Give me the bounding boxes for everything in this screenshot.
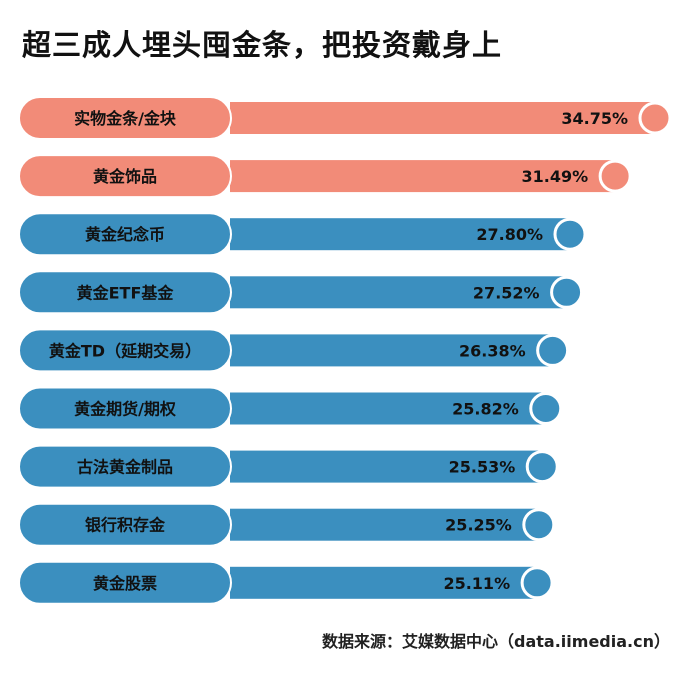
category-label: 黄金饰品 [93,167,157,186]
bar [230,334,553,367]
category-label: 实物金条/金块 [74,109,177,128]
bar [230,508,539,541]
value-label: 25.82% [452,400,519,419]
category-pill [18,560,232,605]
bar-group: 黄金饰品 31.49% [18,154,632,199]
value-label: 25.53% [449,458,516,477]
bar-end-circle [529,392,563,425]
bar-group: 黄金期货/期权 25.82% [18,386,563,431]
bar [230,392,546,425]
bar [230,160,616,193]
category-label: 黄金TD（延期交易） [49,341,201,360]
bar [230,276,567,309]
bar [230,450,543,483]
bar-group: 黄金ETF基金 27.52% [18,270,584,315]
category-label: 黄金ETF基金 [77,283,175,302]
category-pill [18,270,232,315]
bar [230,102,655,134]
bar-group: 黄金TD（延期交易） 26.38% [18,328,570,373]
category-pill [18,154,232,199]
bar-end-circle [638,101,672,135]
bar-end-circle [550,275,584,309]
category-label: 银行积存金 [85,516,166,535]
value-label: 25.11% [443,574,510,593]
bar-end-circle [520,566,554,600]
bar-end-circle [536,333,570,367]
bar-group: 黄金股票 25.11% [18,560,554,605]
chart-title: 超三成人埋头囤金条，把投资戴身上 [22,28,503,62]
category-label: 古法黄金制品 [77,458,173,477]
bar [230,218,570,251]
bar-group: 银行积存金 25.25% [18,502,556,547]
bar-end-circle [525,450,559,484]
bar-end-circle [598,159,632,193]
value-label: 25.25% [445,516,512,535]
category-label: 黄金股票 [93,574,157,593]
value-label: 34.75% [561,109,628,128]
value-label: 26.38% [459,341,526,360]
source-note: 数据来源：艾媒数据中心（data.iimedia.cn） [322,632,670,651]
bar [230,566,538,599]
category-label: 黄金纪念币 [85,225,165,244]
bar-group: 实物金条/金块 34.75% [18,96,672,140]
bar-group: 古法黄金制品 25.53% [18,444,559,489]
bar-end-circle [553,217,587,251]
category-pill [18,502,232,547]
category-pill [18,444,232,489]
bar-group: 黄金纪念币 27.80% [18,212,587,257]
category-label: 黄金期货/期权 [74,400,177,419]
category-pill [18,96,232,140]
category-pill [18,328,232,373]
category-pill [18,386,232,431]
bar-end-circle [522,508,556,542]
category-pill [18,212,232,257]
value-label: 27.52% [473,283,540,302]
value-label: 27.80% [476,225,543,244]
value-label: 31.49% [521,167,588,186]
